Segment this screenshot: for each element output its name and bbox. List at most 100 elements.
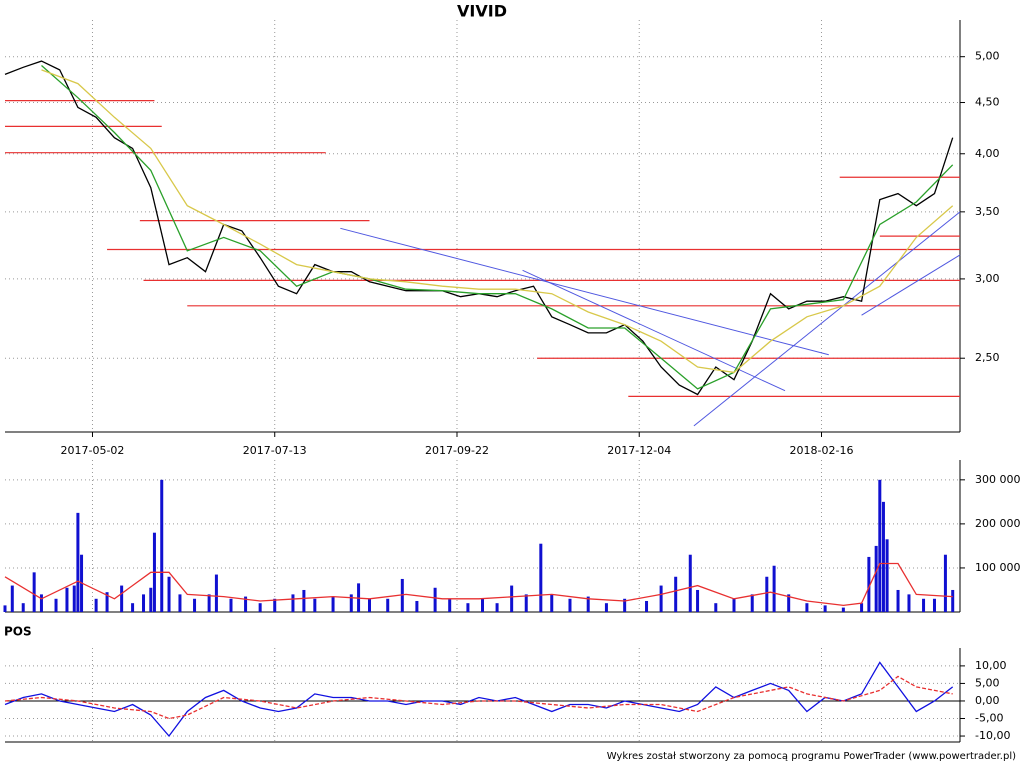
volume-bar bbox=[732, 598, 736, 612]
volume-bar bbox=[386, 598, 390, 612]
volume-bar bbox=[65, 587, 69, 612]
volume-bar bbox=[244, 596, 248, 612]
series-line bbox=[4, 60, 954, 396]
volume-bar bbox=[331, 596, 335, 612]
volume-bar bbox=[907, 594, 911, 612]
volume-bar bbox=[39, 594, 43, 612]
volume-bar bbox=[415, 600, 419, 612]
volume-bar bbox=[659, 585, 663, 612]
volume-bar bbox=[448, 598, 452, 612]
volume-bar bbox=[841, 607, 845, 612]
volume-bar bbox=[32, 572, 36, 612]
volume-bar bbox=[313, 598, 317, 612]
volume-bar bbox=[495, 603, 499, 612]
volume-bar bbox=[623, 598, 627, 612]
volume-bar bbox=[688, 554, 692, 612]
volume-bar bbox=[823, 605, 827, 612]
y-tick-label: 200 000 bbox=[975, 517, 1021, 530]
series-line bbox=[4, 661, 954, 738]
volume-bar bbox=[881, 501, 885, 612]
volume-bar bbox=[214, 574, 218, 612]
volume-bar bbox=[105, 592, 109, 612]
volume-bar bbox=[76, 512, 80, 612]
footer: Wykres został stworzony za pomocą progra… bbox=[607, 751, 1016, 762]
volume-bar bbox=[674, 576, 678, 612]
volume-bar bbox=[291, 594, 295, 612]
y-tick-label: 4,50 bbox=[975, 96, 1000, 109]
volume-bar bbox=[433, 587, 437, 612]
volume-bar bbox=[922, 598, 926, 612]
volume-bar bbox=[3, 605, 7, 612]
series-line bbox=[4, 562, 953, 607]
y-tick-label: 4,00 bbox=[975, 147, 1000, 160]
series-line bbox=[41, 69, 954, 374]
volume-bar bbox=[302, 589, 306, 612]
volume-bar bbox=[805, 603, 809, 612]
volume-bar bbox=[878, 479, 882, 612]
volume-bar bbox=[586, 596, 590, 612]
chart-title: VIVID bbox=[457, 2, 507, 21]
volume-bar bbox=[72, 585, 76, 612]
y-tick-label: 5,00 bbox=[975, 50, 1000, 63]
trend-line bbox=[693, 211, 961, 427]
volume-bar bbox=[951, 589, 955, 612]
x-tick-label: 2017-12-04 bbox=[607, 444, 671, 457]
volume-bar bbox=[160, 479, 164, 612]
volume-bar bbox=[193, 598, 197, 612]
volume-bar bbox=[943, 554, 947, 612]
x-tick-label: 2017-07-13 bbox=[243, 444, 307, 457]
volume-bar bbox=[207, 594, 211, 612]
volume-bar bbox=[874, 545, 878, 612]
volume-bar bbox=[714, 603, 718, 612]
y-tick-label: 100 000 bbox=[975, 561, 1021, 574]
volume-bar bbox=[539, 543, 543, 612]
y-tick-label: 0,00 bbox=[975, 694, 1000, 707]
volume-bar bbox=[860, 603, 864, 612]
volume-bar bbox=[568, 598, 572, 612]
volume-bar bbox=[696, 589, 700, 612]
panel-title: POS bbox=[4, 625, 32, 639]
volume-bar bbox=[750, 594, 754, 612]
y-tick-label: 5,00 bbox=[975, 676, 1000, 689]
volume-bar bbox=[273, 598, 277, 612]
volume-bar bbox=[258, 603, 262, 612]
volume-bar bbox=[142, 594, 146, 612]
volume-bar bbox=[604, 603, 608, 612]
volume-bar bbox=[787, 594, 791, 612]
volume-bar bbox=[645, 600, 649, 612]
volume-bar bbox=[131, 603, 135, 612]
volume-bar bbox=[896, 589, 900, 612]
volume-bar bbox=[167, 576, 171, 612]
y-tick-label: -5,00 bbox=[975, 712, 1003, 725]
volume-bar bbox=[149, 587, 153, 612]
trend-line bbox=[861, 254, 961, 316]
y-tick-label: 2,50 bbox=[975, 351, 1000, 364]
trend-line bbox=[340, 227, 829, 356]
x-tick-label: 2017-05-02 bbox=[61, 444, 125, 457]
volume-bar bbox=[368, 598, 372, 612]
volume-bar bbox=[772, 565, 776, 612]
volume-bar bbox=[94, 598, 98, 612]
volume-bar bbox=[510, 585, 514, 612]
trend-line bbox=[522, 269, 786, 392]
volume-bar bbox=[120, 585, 124, 612]
y-tick-label: 300 000 bbox=[975, 473, 1021, 486]
y-tick-label: 3,50 bbox=[975, 205, 1000, 218]
volume-bar bbox=[10, 585, 14, 612]
volume-bar bbox=[178, 594, 182, 612]
volume-bar bbox=[54, 598, 58, 612]
series-line bbox=[4, 675, 953, 720]
volume-bar bbox=[349, 594, 353, 612]
volume-bar bbox=[524, 594, 528, 612]
volume-bar bbox=[21, 603, 25, 612]
y-tick-label: -10,00 bbox=[975, 729, 1010, 742]
series-line bbox=[41, 65, 954, 390]
volume-bar bbox=[885, 539, 889, 612]
volume-bar bbox=[765, 576, 769, 612]
volume-bar bbox=[550, 594, 554, 612]
volume-bar bbox=[229, 598, 233, 612]
y-tick-label: 3,00 bbox=[975, 272, 1000, 285]
volume-bar bbox=[867, 556, 871, 612]
x-tick-label: 2017-09-22 bbox=[425, 444, 489, 457]
